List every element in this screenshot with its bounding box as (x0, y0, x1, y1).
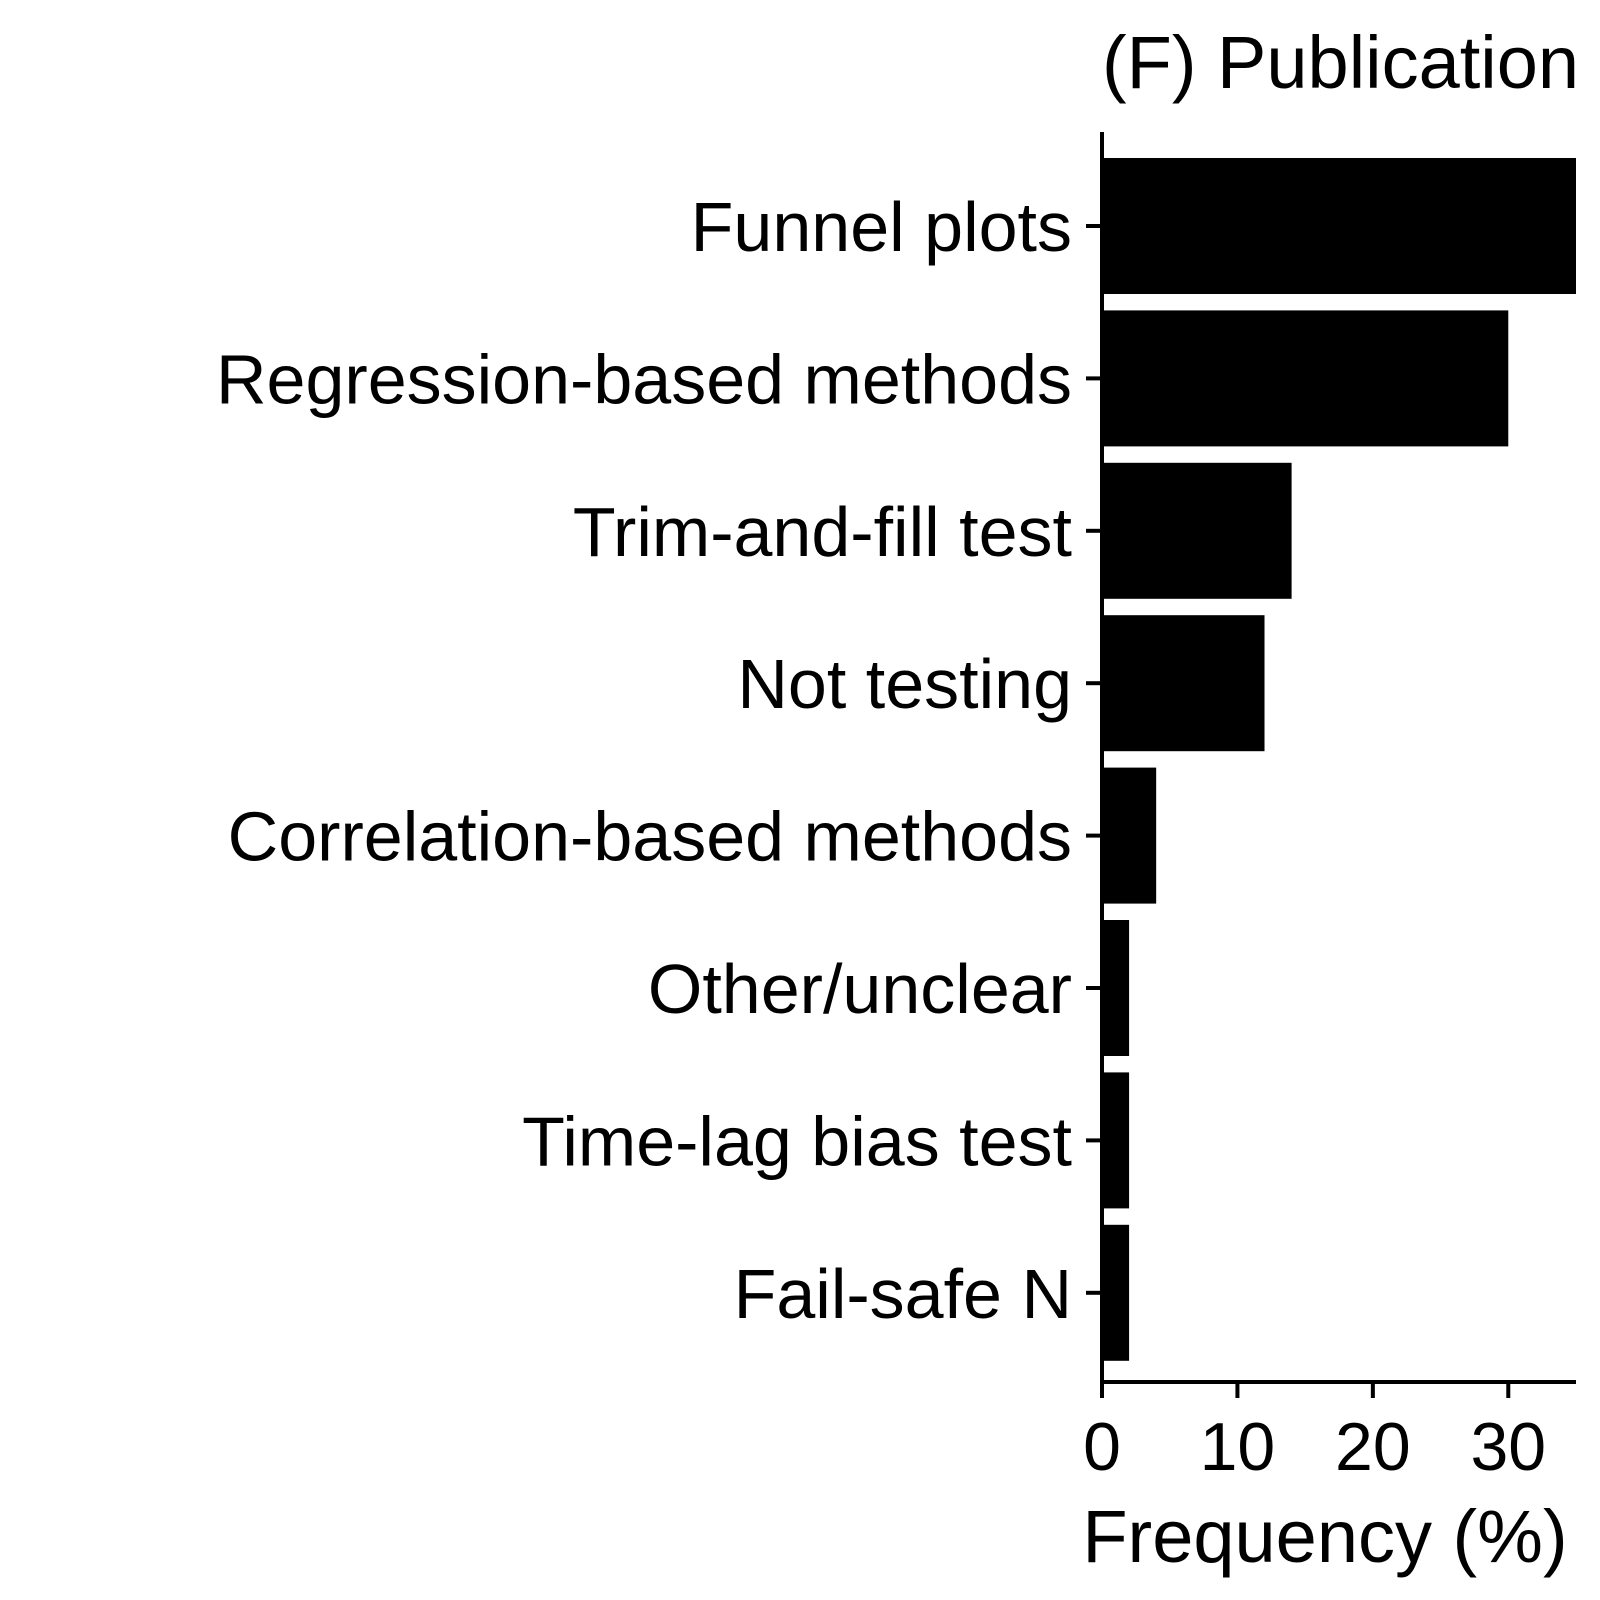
category-label: Correlation-based methods (228, 798, 1072, 876)
bar (1102, 615, 1265, 752)
axes (1086, 132, 1576, 1384)
x-tick-label: 10 (1200, 1409, 1276, 1485)
x-tick-label: 0 (1083, 1409, 1121, 1485)
category-label: Fail-safe N (734, 1255, 1072, 1333)
bar (1102, 158, 1576, 294)
x-axis-title: Frequency (%) (1082, 1495, 1567, 1578)
bar (1102, 1224, 1130, 1361)
bar (1102, 310, 1509, 447)
category-label: Trim-and-fill test (573, 493, 1072, 571)
bars-layer (1102, 158, 1576, 1361)
category-label: Time-lag bias test (522, 1102, 1072, 1180)
bar (1102, 767, 1157, 904)
x-axis-ticks: 0 10 20 30 (1083, 1382, 1546, 1485)
category-label: Other/unclear (648, 950, 1072, 1028)
category-label: Regression-based methods (216, 340, 1072, 418)
bar (1102, 462, 1292, 599)
x-tick-label: 20 (1335, 1409, 1411, 1485)
chart-title: (F) Publication (1102, 21, 1579, 104)
category-labels: Funnel plots Regression-based methods Trim… (216, 188, 1072, 1333)
bar (1102, 1072, 1130, 1209)
bar (1102, 920, 1130, 1056)
category-label: Not testing (737, 645, 1072, 723)
x-tick-label: 30 (1470, 1409, 1546, 1485)
category-label: Funnel plots (691, 188, 1072, 266)
